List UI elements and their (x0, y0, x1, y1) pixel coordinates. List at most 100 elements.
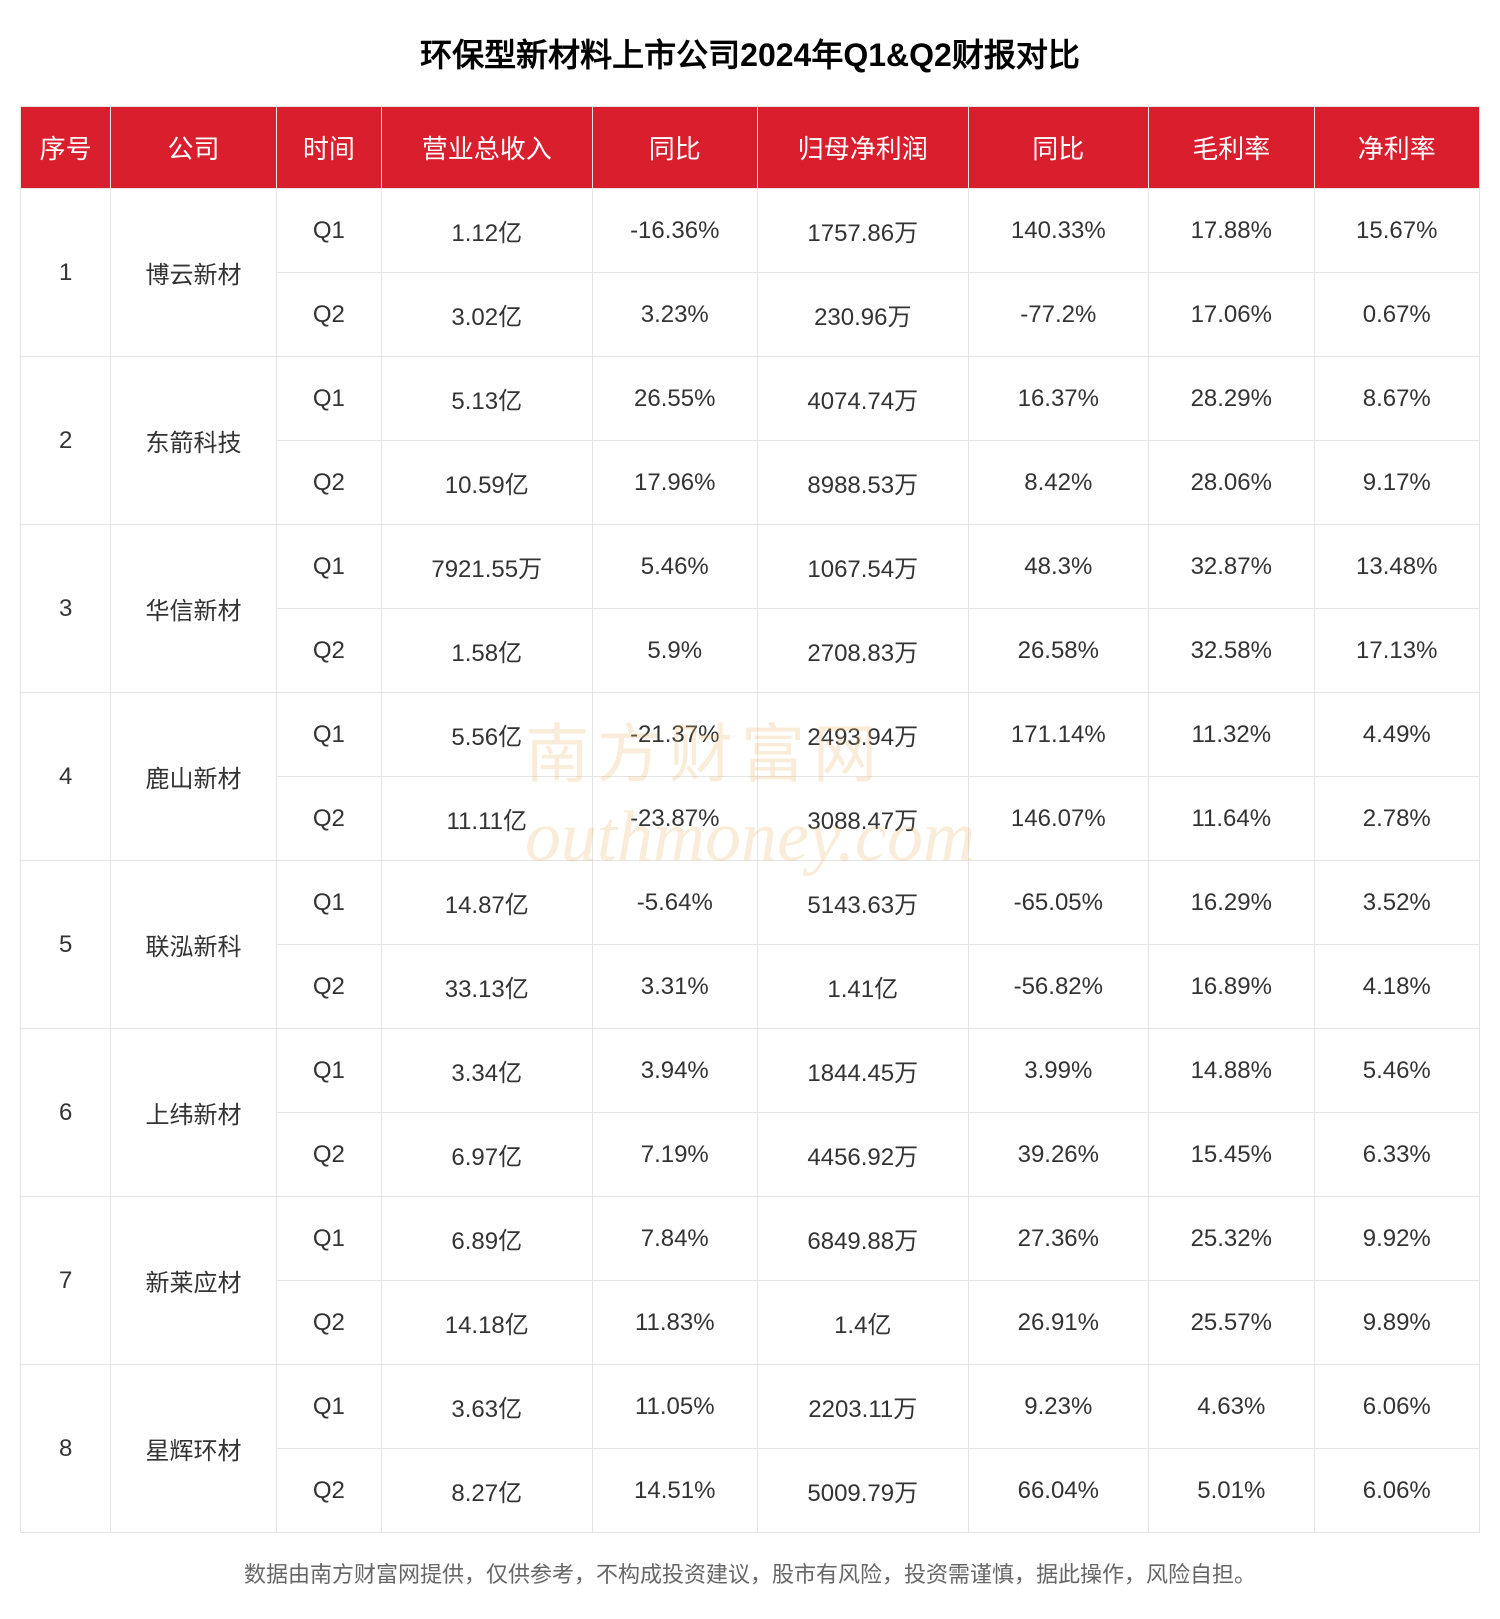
cell-profit: 4456.92万 (757, 1113, 968, 1197)
cell-net: 13.48% (1314, 525, 1480, 609)
cell-company: 星辉环材 (111, 1365, 276, 1533)
cell-yoy2: 16.37% (968, 357, 1149, 441)
cell-yoy2: 26.58% (968, 609, 1149, 693)
cell-gross: 5.01% (1149, 1449, 1314, 1533)
cell-revenue: 8.27亿 (381, 1449, 592, 1533)
table-row: 8 星辉环材 Q1 3.63亿 11.05% 2203.11万 9.23% 4.… (21, 1365, 1480, 1449)
cell-company: 新莱应材 (111, 1197, 276, 1365)
cell-company: 东箭科技 (111, 357, 276, 525)
cell-yoy2: 27.36% (968, 1197, 1149, 1281)
cell-revenue: 1.12亿 (381, 189, 592, 273)
cell-net: 6.06% (1314, 1365, 1480, 1449)
cell-time: Q1 (276, 1029, 381, 1113)
cell-yoy2: -56.82% (968, 945, 1149, 1029)
table-row: 7 新莱应材 Q1 6.89亿 7.84% 6849.88万 27.36% 25… (21, 1197, 1480, 1281)
cell-yoy2: 39.26% (968, 1113, 1149, 1197)
cell-net: 5.46% (1314, 1029, 1480, 1113)
cell-company: 华信新材 (111, 525, 276, 693)
cell-net: 9.17% (1314, 441, 1480, 525)
table-row: 5 联泓新科 Q1 14.87亿 -5.64% 5143.63万 -65.05%… (21, 861, 1480, 945)
cell-revenue: 3.02亿 (381, 273, 592, 357)
cell-profit: 2708.83万 (757, 609, 968, 693)
cell-profit: 2203.11万 (757, 1365, 968, 1449)
cell-yoy1: 14.51% (592, 1449, 757, 1533)
cell-net: 0.67% (1314, 273, 1480, 357)
page-title: 环保型新材料上市公司2024年Q1&Q2财报对比 (20, 30, 1480, 76)
cell-num: 1 (21, 189, 111, 357)
cell-profit: 1844.45万 (757, 1029, 968, 1113)
cell-net: 8.67% (1314, 357, 1480, 441)
cell-yoy1: 11.83% (592, 1281, 757, 1365)
cell-yoy1: -21.37% (592, 693, 757, 777)
cell-net: 9.92% (1314, 1197, 1480, 1281)
cell-net: 9.89% (1314, 1281, 1480, 1365)
cell-revenue: 14.18亿 (381, 1281, 592, 1365)
cell-revenue: 6.89亿 (381, 1197, 592, 1281)
cell-gross: 17.88% (1149, 189, 1314, 273)
cell-num: 4 (21, 693, 111, 861)
cell-yoy1: -5.64% (592, 861, 757, 945)
cell-net: 3.52% (1314, 861, 1480, 945)
cell-time: Q2 (276, 1281, 381, 1365)
header-profit: 归母净利润 (757, 107, 968, 189)
financial-table: 序号 公司 时间 营业总收入 同比 归母净利润 同比 毛利率 净利率 1 博云新… (20, 106, 1480, 1533)
table-row: 3 华信新材 Q1 7921.55万 5.46% 1067.54万 48.3% … (21, 525, 1480, 609)
cell-net: 6.06% (1314, 1449, 1480, 1533)
cell-time: Q1 (276, 525, 381, 609)
cell-time: Q2 (276, 777, 381, 861)
table-row: 1 博云新材 Q1 1.12亿 -16.36% 1757.86万 140.33%… (21, 189, 1480, 273)
cell-gross: 11.64% (1149, 777, 1314, 861)
cell-gross: 14.88% (1149, 1029, 1314, 1113)
cell-yoy2: -77.2% (968, 273, 1149, 357)
header-yoy2: 同比 (968, 107, 1149, 189)
cell-yoy2: 48.3% (968, 525, 1149, 609)
cell-profit: 1757.86万 (757, 189, 968, 273)
cell-time: Q2 (276, 441, 381, 525)
header-row: 序号 公司 时间 营业总收入 同比 归母净利润 同比 毛利率 净利率 (21, 107, 1480, 189)
cell-company: 博云新材 (111, 189, 276, 357)
cell-num: 6 (21, 1029, 111, 1197)
cell-yoy2: 66.04% (968, 1449, 1149, 1533)
cell-yoy1: 26.55% (592, 357, 757, 441)
cell-time: Q1 (276, 189, 381, 273)
cell-revenue: 10.59亿 (381, 441, 592, 525)
cell-revenue: 6.97亿 (381, 1113, 592, 1197)
cell-num: 5 (21, 861, 111, 1029)
cell-yoy1: 5.9% (592, 609, 757, 693)
cell-yoy1: 7.19% (592, 1113, 757, 1197)
table-container: 南方财富网 outhmoney.com 序号 公司 时间 营业总收入 同比 归母… (20, 106, 1480, 1533)
cell-net: 4.18% (1314, 945, 1480, 1029)
cell-company: 联泓新科 (111, 861, 276, 1029)
cell-time: Q1 (276, 1197, 381, 1281)
cell-company: 鹿山新材 (111, 693, 276, 861)
cell-yoy1: 7.84% (592, 1197, 757, 1281)
table-row: 2 东箭科技 Q1 5.13亿 26.55% 4074.74万 16.37% 2… (21, 357, 1480, 441)
cell-num: 3 (21, 525, 111, 693)
cell-time: Q2 (276, 1113, 381, 1197)
header-revenue: 营业总收入 (381, 107, 592, 189)
cell-net: 15.67% (1314, 189, 1480, 273)
cell-gross: 16.89% (1149, 945, 1314, 1029)
header-num: 序号 (21, 107, 111, 189)
cell-revenue: 3.34亿 (381, 1029, 592, 1113)
table-row: 6 上纬新材 Q1 3.34亿 3.94% 1844.45万 3.99% 14.… (21, 1029, 1480, 1113)
cell-profit: 5143.63万 (757, 861, 968, 945)
cell-time: Q1 (276, 693, 381, 777)
cell-company: 上纬新材 (111, 1029, 276, 1197)
cell-profit: 5009.79万 (757, 1449, 968, 1533)
cell-net: 4.49% (1314, 693, 1480, 777)
cell-yoy1: 3.94% (592, 1029, 757, 1113)
cell-yoy2: 26.91% (968, 1281, 1149, 1365)
cell-yoy2: 9.23% (968, 1365, 1149, 1449)
cell-revenue: 7921.55万 (381, 525, 592, 609)
cell-net: 2.78% (1314, 777, 1480, 861)
cell-profit: 1.41亿 (757, 945, 968, 1029)
cell-profit: 6849.88万 (757, 1197, 968, 1281)
cell-gross: 32.87% (1149, 525, 1314, 609)
table-row: 4 鹿山新材 Q1 5.56亿 -21.37% 2493.94万 171.14%… (21, 693, 1480, 777)
footer-note: 数据由南方财富网提供，仅供参考，不构成投资建议，股市有风险，投资需谨慎，据此操作… (20, 1557, 1480, 1589)
cell-profit: 1067.54万 (757, 525, 968, 609)
cell-revenue: 33.13亿 (381, 945, 592, 1029)
cell-profit: 2493.94万 (757, 693, 968, 777)
cell-time: Q1 (276, 357, 381, 441)
